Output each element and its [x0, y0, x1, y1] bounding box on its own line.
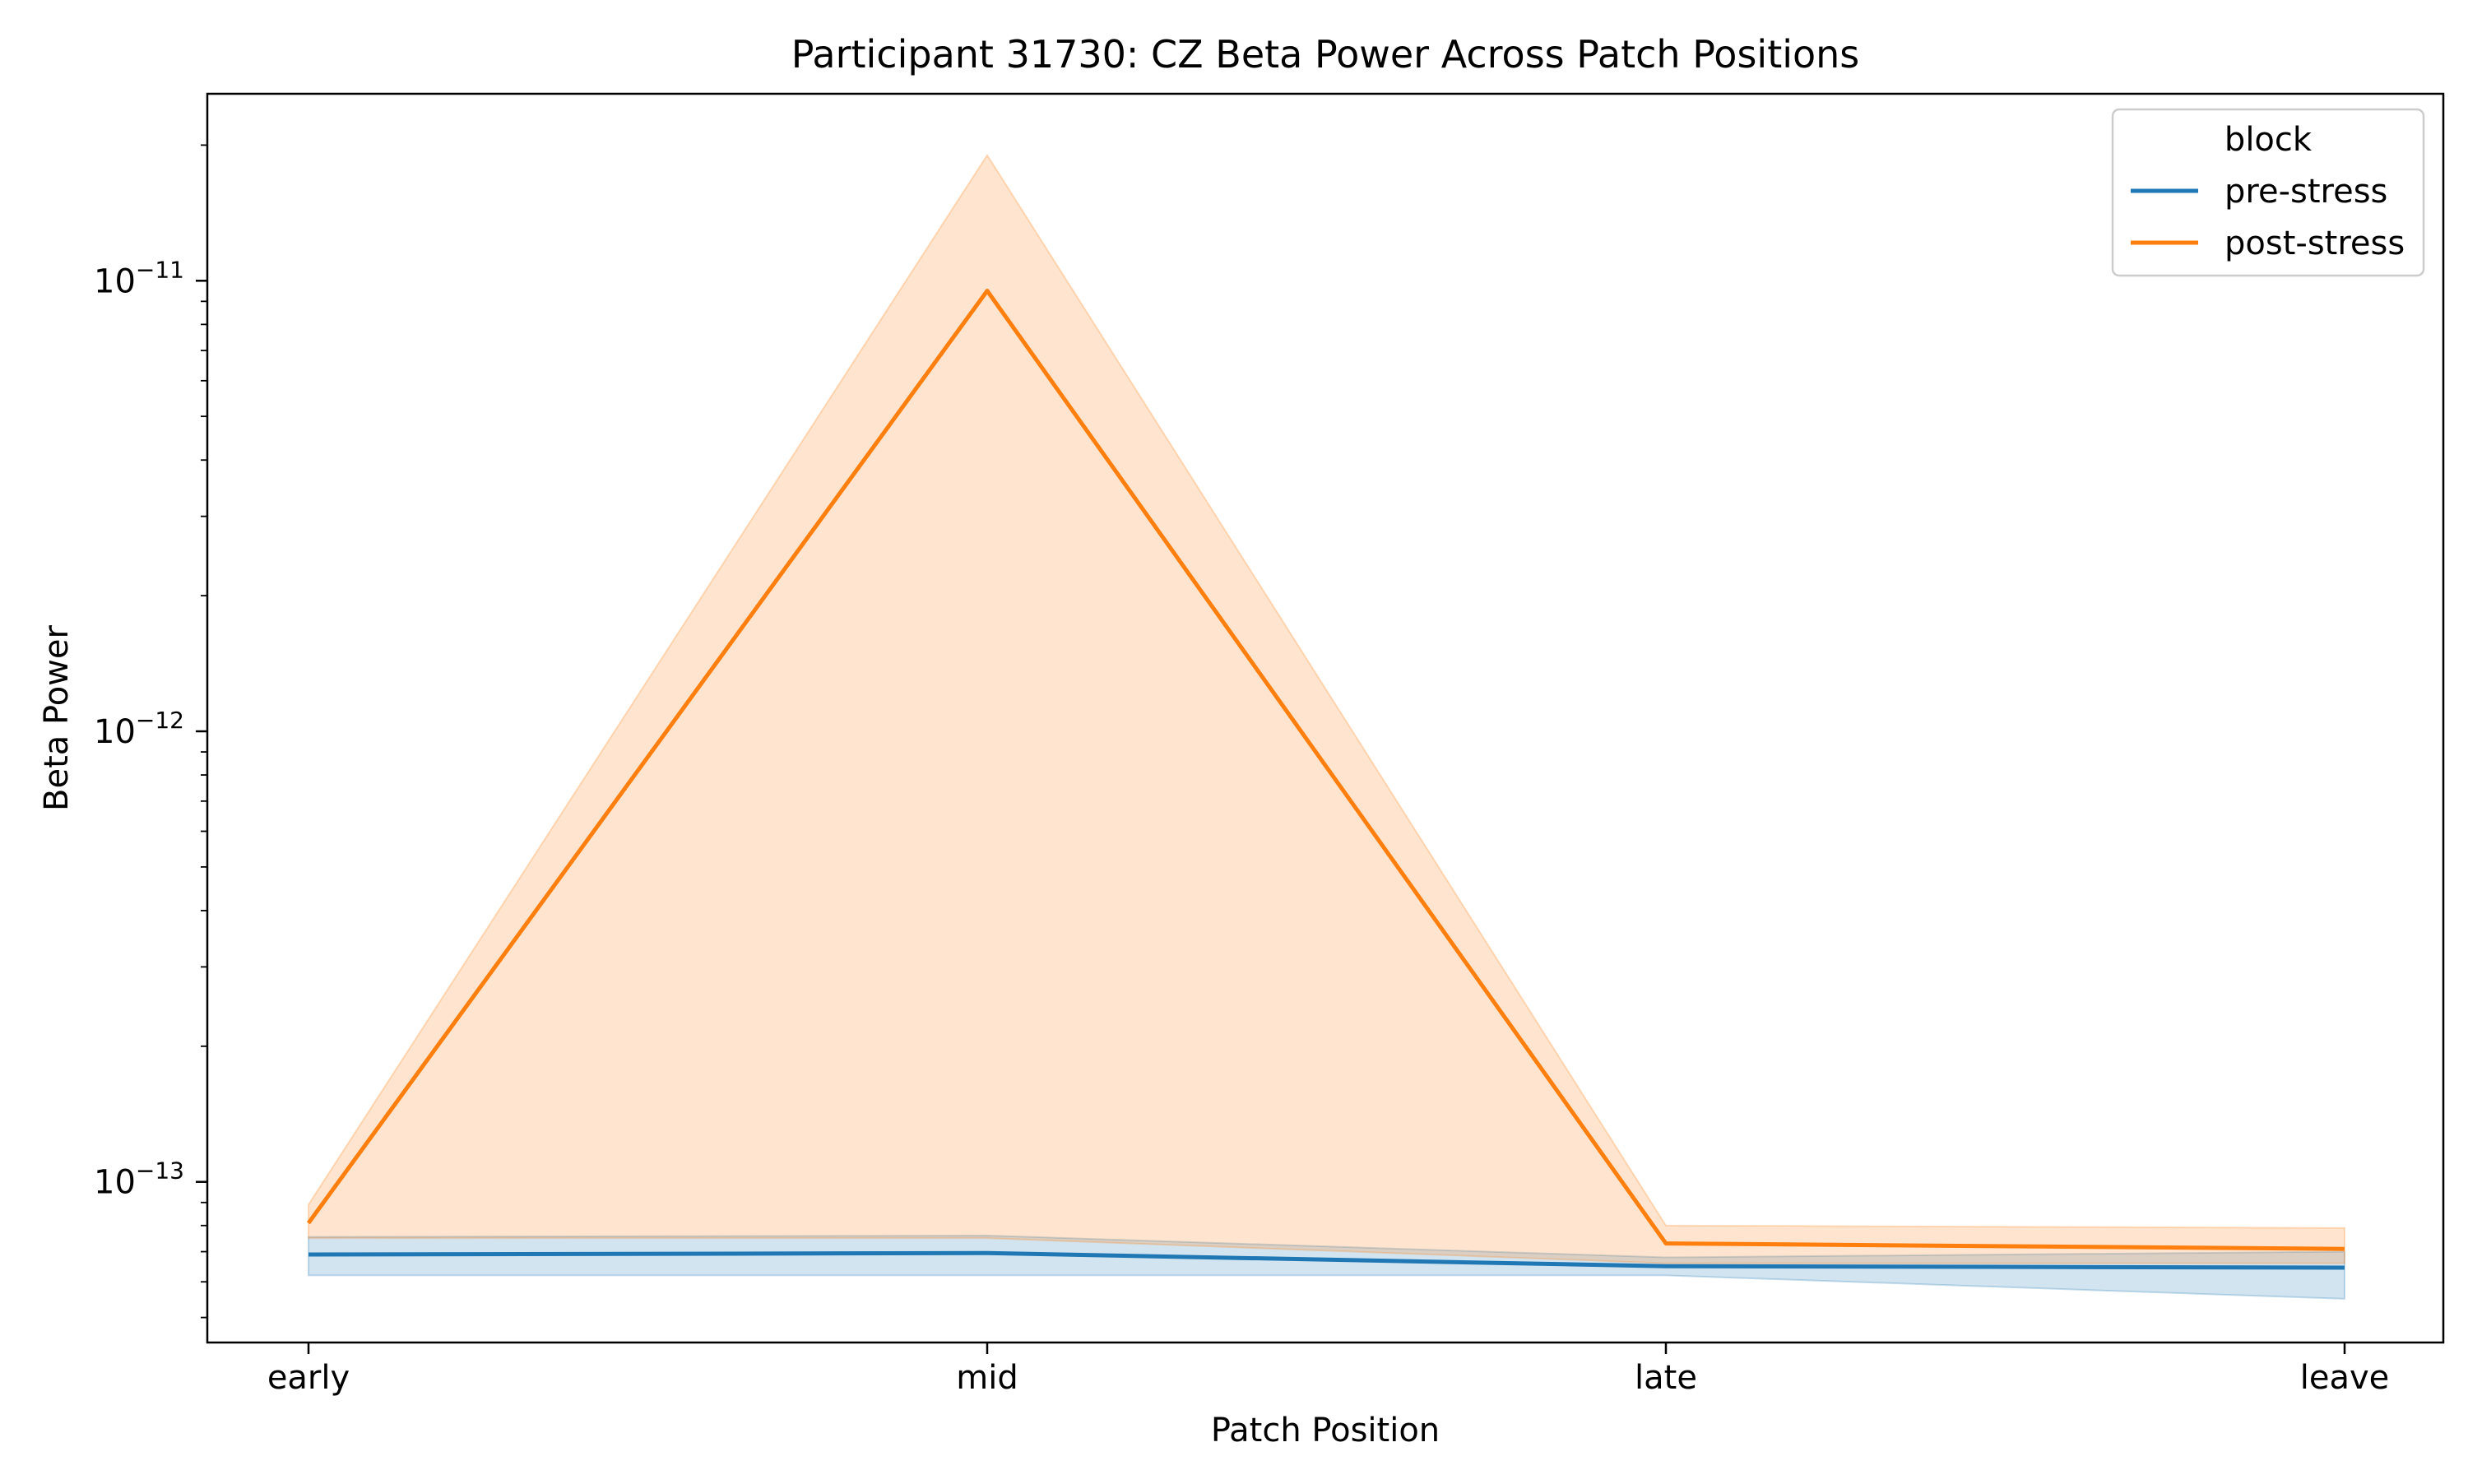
legend-label-pre-stress: pre-stress: [2224, 173, 2387, 211]
ci-band-post-stress: [308, 153, 2345, 1264]
line-pre-stress: [308, 1250, 2345, 1270]
legend: block pre-stress post-stress: [2111, 108, 2425, 277]
series-lines: [306, 289, 2345, 1270]
x-axis-label: Patch Position: [1211, 1412, 1440, 1449]
confidence-bands: [308, 153, 2345, 1300]
line-post-stress: [306, 289, 2345, 1251]
ci-band-pre-stress: [308, 1234, 2345, 1300]
legend-title: block: [2224, 121, 2313, 159]
legend-label-post-stress: post-stress: [2224, 225, 2405, 262]
y-tick-label: 10−11: [94, 256, 184, 300]
x-tick-label-mid: mid: [956, 1359, 1018, 1397]
y-axis-label: Beta Power: [38, 625, 76, 811]
y-tick-label: 10−12: [94, 707, 184, 751]
chart-title: Participant 31730: CZ Beta Power Across …: [791, 32, 1860, 77]
x-tick-label-leave: leave: [2300, 1359, 2390, 1397]
y-tick-label: 10−13: [94, 1157, 184, 1202]
x-tick-label-late: late: [1635, 1359, 1697, 1397]
x-axis: early mid late leave: [267, 1343, 2389, 1397]
plot-frame: [206, 92, 2445, 1344]
legend-box: [2111, 108, 2425, 277]
x-tick-label-early: early: [267, 1359, 350, 1397]
y-axis: 10−13 10−12 10−11: [94, 144, 207, 1319]
